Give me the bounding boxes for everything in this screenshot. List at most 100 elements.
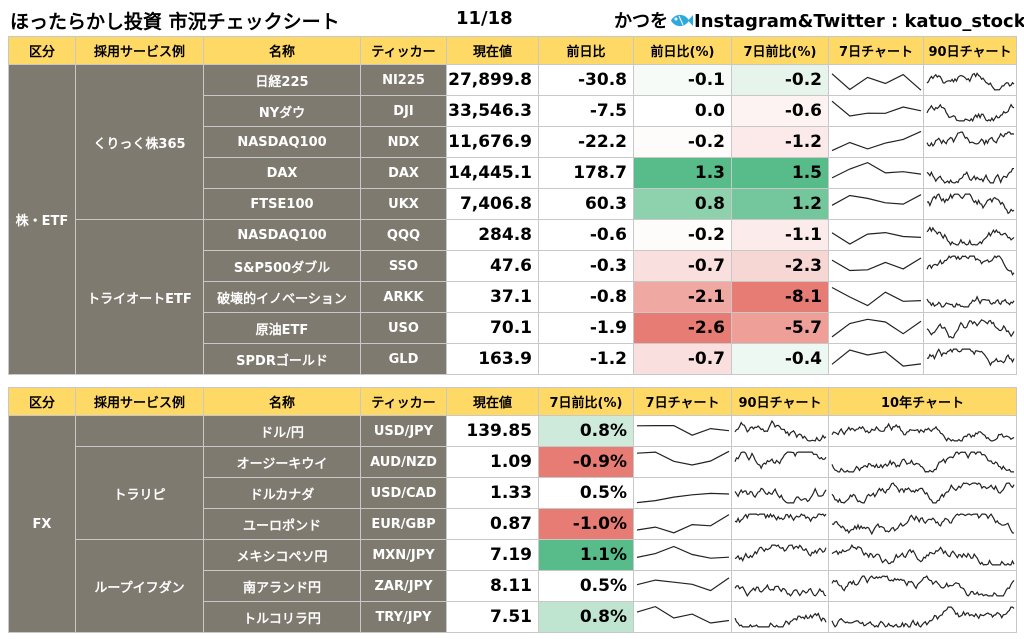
spark-10y xyxy=(828,415,1017,447)
fx-col-header: 採用サービス例 xyxy=(75,387,204,416)
spark-10y xyxy=(828,477,1017,509)
ticker-cell: USD/CAD xyxy=(360,477,447,509)
pct-cell: 0.0 xyxy=(633,95,732,127)
name-cell: 日経225 xyxy=(203,64,361,96)
spark-10y xyxy=(828,570,1017,602)
spark-7d xyxy=(633,477,732,509)
spark-90d xyxy=(923,95,1017,127)
sparkline-10y xyxy=(831,543,1015,566)
spark-90d xyxy=(923,64,1017,96)
ticker-cell: GLD xyxy=(360,343,447,375)
name-cell: 南アランド円 xyxy=(203,570,361,602)
price-cell: 47.6 xyxy=(446,250,539,282)
stock-col-header: ティッカー xyxy=(360,36,447,65)
sparkline-10y xyxy=(831,451,1014,473)
sparkline-7d xyxy=(831,73,922,91)
ticker-cell: NDX xyxy=(360,126,447,158)
stock-header-row: 区分 採用サービス例 名称 ティッカー 現在値 前日比 前日比(%) 7日前比(%) 7日チャー… xyxy=(8,36,1017,65)
service-cell: くりっく株365 xyxy=(75,64,204,220)
ticker-cell: AUD/NZD xyxy=(360,446,447,478)
sheet-title: ほったらかし投資 市況チェックシート xyxy=(10,11,340,33)
table-row: 原油ETF USO 70.1 -1.9 -2.6 -5.7 xyxy=(9,312,1017,344)
name-cell: DAX xyxy=(203,157,361,189)
sparkline-7d xyxy=(636,425,730,436)
change-cell: 60.3 xyxy=(538,188,634,220)
spark-7d xyxy=(828,250,924,282)
name-cell: NASDAQ100 xyxy=(203,219,361,251)
name-cell: メキシコペソ円 xyxy=(203,539,361,571)
name-cell: ドル/円 xyxy=(203,415,361,447)
price-cell: 33,546.3 xyxy=(446,95,539,127)
pct7-cell: -0.9% xyxy=(538,446,634,478)
name-cell: トルコリラ円 xyxy=(203,601,361,633)
table-row: SPDRゴールド GLD 163.9 -1.2 -0.7 -0.4 xyxy=(9,343,1017,375)
change-cell: -7.5 xyxy=(538,95,634,127)
pct7-cell: -0.2 xyxy=(731,64,829,96)
sparkline-90d xyxy=(734,419,827,442)
ticker-cell: TRY/JPY xyxy=(360,601,447,633)
ticker-cell: USO xyxy=(360,312,447,344)
sparkline-90d xyxy=(734,512,827,524)
stock-col-header: 名称 xyxy=(203,36,361,65)
sparkline-7d xyxy=(831,130,922,152)
name-cell: ドルカナダ xyxy=(203,477,361,509)
table-row: FTSE100 UKX 7,406.8 60.3 0.8 1.2 xyxy=(9,188,1017,220)
sparkline-90d xyxy=(926,103,1015,123)
sparkline-90d xyxy=(734,487,827,504)
stock-col-header: 7日前比(%) xyxy=(731,36,829,65)
spark-90d xyxy=(923,157,1017,189)
table-row: ドルカナダ USD/CAD 1.33 0.5% xyxy=(9,477,1017,509)
sparkline-90d xyxy=(926,295,1015,308)
spark-7d xyxy=(828,95,924,127)
spark-7d xyxy=(828,188,924,220)
spark-7d xyxy=(633,415,732,447)
spark-7d xyxy=(633,508,732,540)
sparkline-90d xyxy=(734,451,827,470)
spark-7d xyxy=(633,570,732,602)
sparkline-10y xyxy=(831,513,1015,536)
pct-cell: -2.1 xyxy=(633,281,732,313)
pct-cell: -0.2 xyxy=(633,126,732,158)
spark-7d xyxy=(633,446,732,478)
change-cell: -0.6 xyxy=(538,219,634,251)
service-cell: トライオートETF xyxy=(75,219,204,375)
sparkline-7d xyxy=(831,257,922,272)
sparkline-90d xyxy=(926,226,1015,247)
name-cell: SPDRゴールド xyxy=(203,343,361,375)
change-cell: -1.2 xyxy=(538,343,634,375)
price-cell: 139.85 xyxy=(446,415,539,447)
sparkline-7d xyxy=(636,577,730,592)
table-row: トライオートETF NASDAQ100 QQQ 284.8 -0.6 -0.2 -1.1 xyxy=(9,219,1017,375)
pct-cell: -0.2 xyxy=(633,219,732,251)
ticker-cell: ARKK xyxy=(360,281,447,313)
spark-90d xyxy=(923,188,1017,220)
author-credit: かつを Instagram&Twitter : katuo_stock xyxy=(614,7,1024,33)
sparkline-7d xyxy=(636,450,730,466)
category-cell: 株・ETF xyxy=(8,64,76,375)
fx-col-header: 現在値 xyxy=(446,387,539,416)
pct7-cell: 1.5 xyxy=(731,157,829,189)
pct7-cell: 0.5% xyxy=(538,570,634,602)
change-cell: 178.7 xyxy=(538,157,634,189)
sparkline-7d xyxy=(636,605,730,624)
fx-col-header: 90日チャート xyxy=(731,387,829,416)
ticker-cell: UKX xyxy=(360,188,447,220)
pct7-cell: 1.1% xyxy=(538,539,634,571)
pct7-cell: 0.5% xyxy=(538,477,634,509)
table-row: NYダウ DJI 33,546.3 -7.5 0.0 -0.6 xyxy=(9,95,1017,127)
ticker-cell: MXN/JPY xyxy=(360,539,447,571)
spark-10y xyxy=(828,539,1017,571)
spark-90d xyxy=(923,250,1017,282)
spark-90d xyxy=(731,508,829,540)
category-cell: FX xyxy=(8,415,76,633)
price-cell: 0.87 xyxy=(446,508,539,540)
table-row: トルコリラ円 TRY/JPY 7.51 0.8% xyxy=(9,601,1017,633)
stock-col-header: 現在値 xyxy=(446,36,539,65)
price-cell: 7.51 xyxy=(446,601,539,633)
pct7-cell: -1.1 xyxy=(731,219,829,251)
sheet-date: 11/18 xyxy=(456,8,513,29)
pct7-cell: -2.3 xyxy=(731,250,829,282)
spark-7d xyxy=(828,281,924,313)
pct-cell: -0.7 xyxy=(633,250,732,282)
name-cell: ユーロポンド xyxy=(203,508,361,540)
